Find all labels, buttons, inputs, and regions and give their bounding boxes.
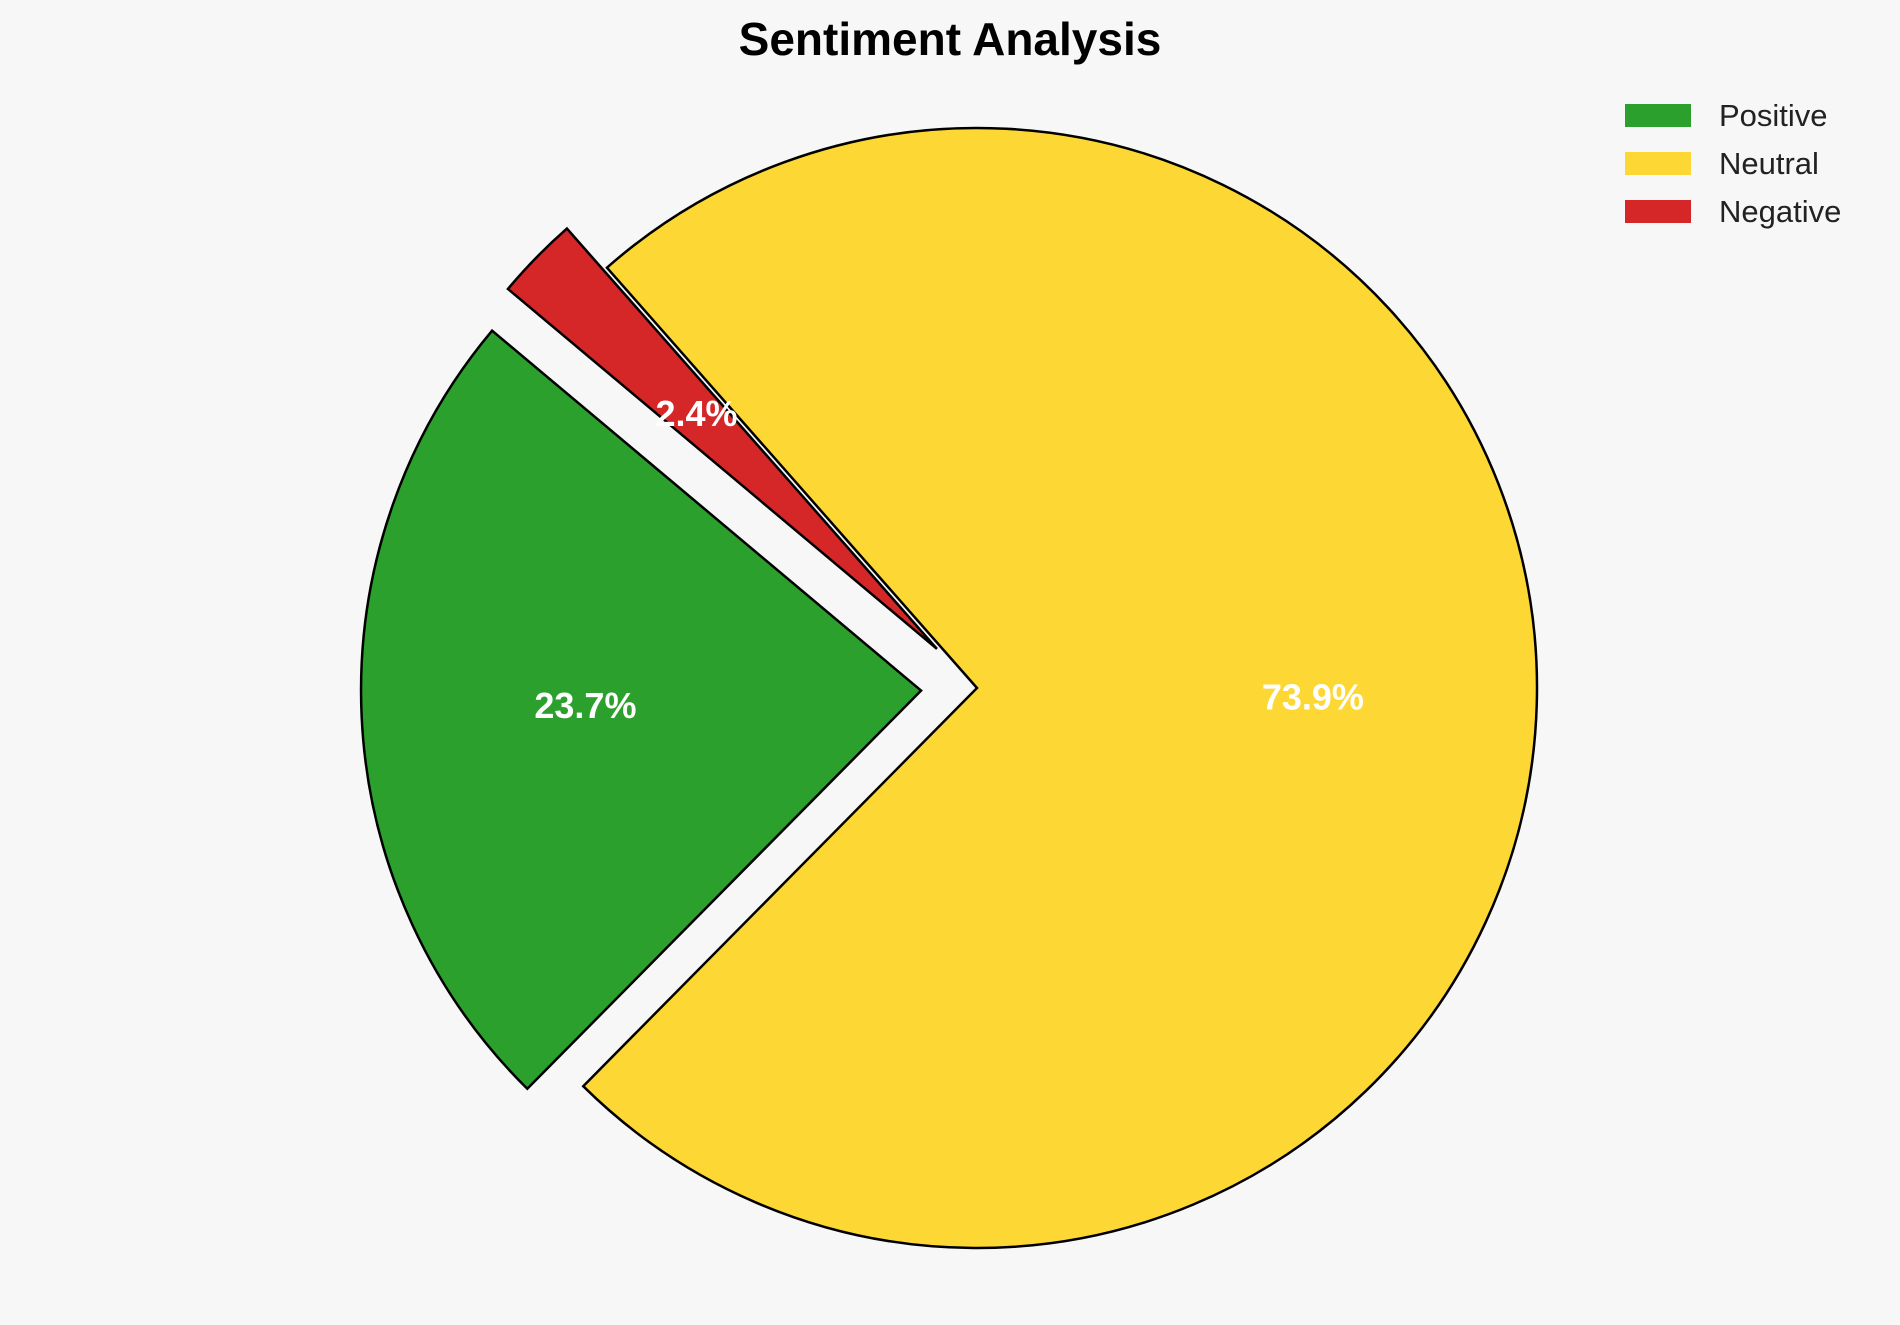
pie-label-negative: 2.4% (656, 393, 738, 434)
legend: Positive Neutral Negative (1625, 98, 1841, 229)
legend-label-neutral: Neutral (1719, 146, 1819, 181)
chart-title: Sentiment Analysis (739, 13, 1162, 65)
legend-label-negative: Negative (1719, 194, 1841, 229)
legend-swatch-positive (1625, 104, 1691, 127)
pie-slice-labels: 23.7% 73.9% 2.4% (534, 393, 1364, 726)
legend-item-positive: Positive (1625, 98, 1828, 133)
pie-slice-negative (506, 226, 938, 650)
pie-label-neutral: 73.9% (1262, 677, 1364, 718)
legend-label-positive: Positive (1719, 98, 1828, 133)
legend-swatch-neutral (1625, 152, 1691, 175)
legend-swatch-negative (1625, 200, 1691, 223)
legend-item-neutral: Neutral (1625, 146, 1819, 181)
legend-item-negative: Negative (1625, 194, 1841, 229)
pie-label-positive: 23.7% (534, 685, 636, 726)
pie-slice-positive (359, 328, 923, 1091)
pie-slices (359, 126, 1539, 1250)
pie-slice-neutral (581, 126, 1539, 1250)
